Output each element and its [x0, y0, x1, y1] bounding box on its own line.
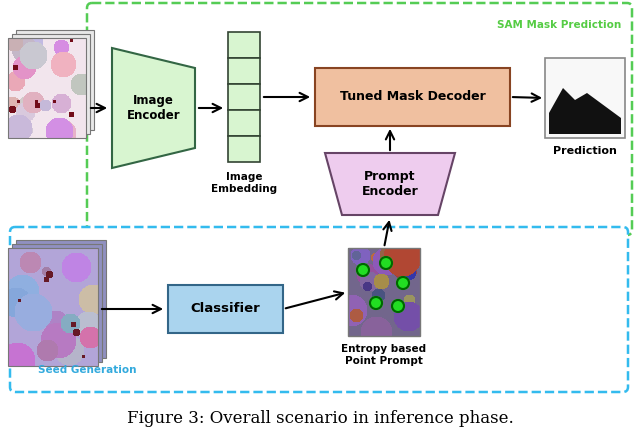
Circle shape [397, 277, 409, 289]
Bar [228, 136, 260, 162]
FancyBboxPatch shape [10, 227, 628, 392]
Polygon shape [549, 88, 621, 134]
Text: Tuned Mask Decoder: Tuned Mask Decoder [340, 90, 485, 104]
Bar [348, 248, 420, 336]
Circle shape [392, 300, 404, 312]
Text: Prediction: Prediction [553, 146, 617, 156]
Bar [228, 84, 260, 110]
Polygon shape [325, 153, 455, 215]
Circle shape [370, 297, 382, 309]
Circle shape [357, 264, 369, 276]
Bar [12, 34, 90, 134]
Bar [545, 58, 625, 138]
FancyBboxPatch shape [87, 3, 632, 235]
Text: Image
Encoder: Image Encoder [127, 94, 180, 122]
Text: Classifier: Classifier [191, 302, 260, 316]
Bar [16, 30, 94, 130]
Bar [16, 240, 106, 358]
Bar [228, 32, 260, 58]
Text: Image
Embedding: Image Embedding [211, 172, 277, 194]
Bar [228, 58, 260, 84]
Bar [228, 110, 260, 136]
Text: Prompt
Encoder: Prompt Encoder [362, 170, 419, 198]
Bar [8, 248, 98, 366]
Text: Seed Generation: Seed Generation [38, 365, 136, 375]
Bar [12, 244, 102, 362]
Bar [315, 68, 510, 126]
Circle shape [380, 257, 392, 269]
Polygon shape [112, 48, 195, 168]
Text: SAM Mask Prediction: SAM Mask Prediction [497, 20, 621, 30]
Text: Entropy based
Point Prompt: Entropy based Point Prompt [341, 344, 427, 366]
Bar [8, 38, 86, 138]
Text: Figure 3: Overall scenario in inference phase.: Figure 3: Overall scenario in inference … [127, 410, 513, 427]
Bar [168, 285, 283, 333]
